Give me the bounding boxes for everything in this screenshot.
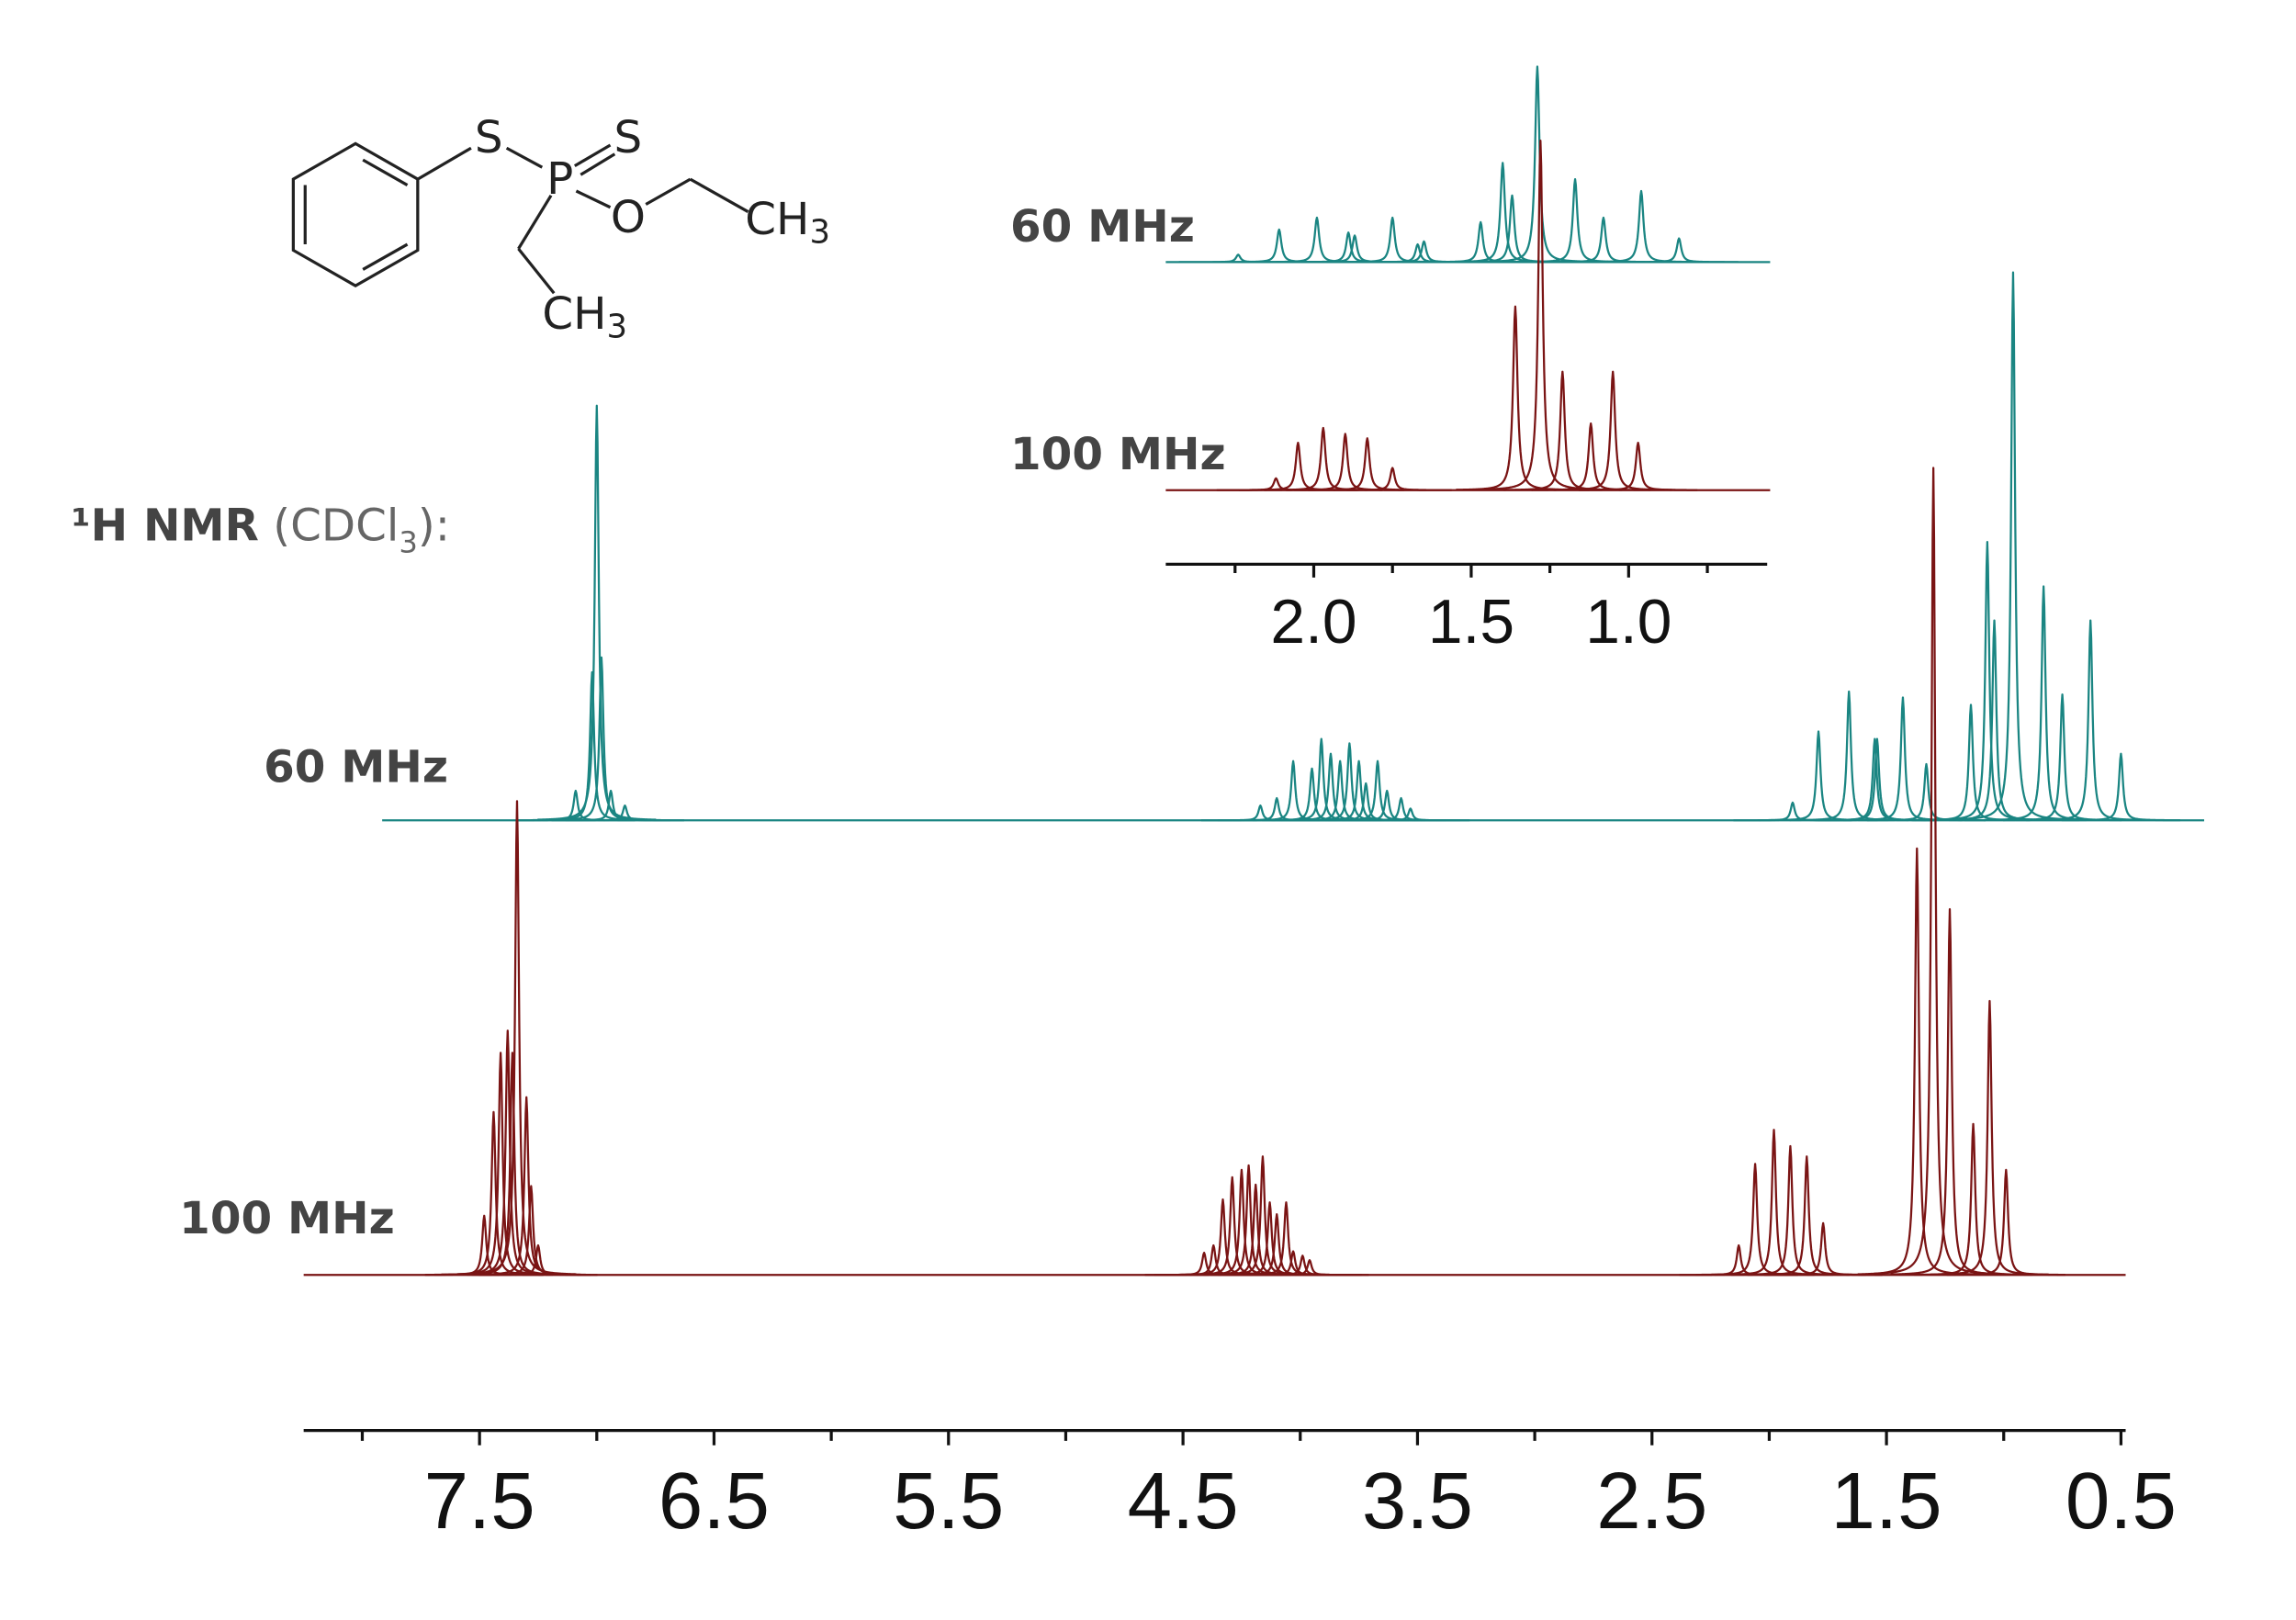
structure: S P S O CH3 CH3 [291,112,830,346]
peak [2002,693,2122,822]
atom: S [614,112,643,163]
peak [1913,1122,2033,1277]
peak [1452,194,1572,264]
atom: CH [745,194,809,245]
bond [505,146,544,169]
bond [517,195,553,250]
x-tick-label: 6.5 [658,1457,770,1546]
peak [1238,441,1358,491]
legend-label: 60 MHz [1010,201,1195,253]
peak [536,404,657,821]
bond [517,247,556,295]
solvent-subscript: 3 [399,524,418,559]
bond [645,177,692,206]
peak [1928,541,2047,821]
peak [1250,1259,1369,1277]
peak [1759,730,1878,822]
peak [1714,1129,1834,1277]
solvent-suffix: ): [418,501,450,552]
x-tick-label: 3.5 [1362,1457,1473,1546]
nmr-label: ¹H NMR (CDCl3): [71,501,450,560]
bond [580,152,616,176]
peak [1730,1144,1851,1277]
peak [1953,271,2073,821]
benzene-ring [291,141,420,288]
bond [689,177,749,213]
x-tick-label: 1.5 [1831,1457,1942,1546]
atom: CH3 [745,194,830,252]
bond [575,189,612,209]
x-tick-label: 1.5 [1428,588,1514,657]
legend-label: 100 MHz [1010,429,1226,480]
legend-label: 60 MHz [264,741,448,793]
atom: CH [542,288,606,340]
peak [1443,162,1563,264]
x-tick-label: 2.0 [1270,588,1356,657]
atom-subscript: 3 [809,213,830,251]
peak [457,800,577,1276]
peak [1866,762,1986,822]
peak [1182,1168,1301,1277]
bond [573,143,612,167]
peak [2031,619,2151,822]
peak [441,1052,560,1277]
legend-label: 100 MHz [179,1193,395,1244]
x-tick-label: 0.5 [2065,1457,2177,1546]
peak [1619,237,1739,264]
x-tick-label: 7.5 [424,1457,535,1546]
atom: CH3 [542,288,627,346]
peak [1789,690,1909,822]
atom: O [611,192,646,243]
peak [1946,1168,2066,1277]
peak [1553,370,1673,491]
peak [1857,847,1977,1276]
x-tick-label: 4.5 [1128,1457,1239,1546]
peak [565,804,685,822]
peak [1503,370,1623,491]
solvent: (CDCl [273,501,399,552]
atom: S [475,112,503,163]
nucleus: ¹H NMR [71,501,258,552]
bond [362,242,409,271]
x-tick-label: 2.5 [1596,1457,1707,1546]
x-tick-label: 5.5 [893,1457,1004,1546]
peak [1350,807,1470,822]
peak [1531,422,1651,491]
peak [1747,1155,1867,1277]
atom: P [546,153,573,205]
peak [1581,189,1701,264]
peak [478,1243,598,1277]
peak [1843,696,1963,822]
x-tick-label: 1.0 [1585,588,1671,657]
peak [1333,467,1453,491]
peak [1578,441,1698,491]
peak [2061,752,2181,822]
bond [417,146,472,181]
bond [362,158,409,186]
atom-subscript: 3 [606,309,627,346]
